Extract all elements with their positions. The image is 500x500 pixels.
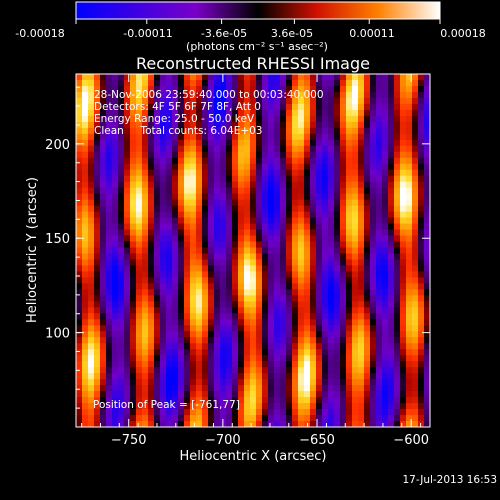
annotation-block: 28-Nov-2006 23:59:40.000 to 00:03:40.000… — [94, 89, 324, 137]
annotation-time-range: 28-Nov-2006 23:59:40.000 to 00:03:40.000 — [94, 89, 324, 101]
colorbar-tick-label: 0.00011 — [349, 27, 395, 40]
timestamp: 17-Jul-2013 16:53 — [402, 474, 497, 486]
peak-position-label: Position of Peak = [-761,77] — [93, 399, 240, 411]
colorbar-tick-label: -0.00018 — [15, 27, 64, 40]
colorbar-tick-label: 3.6e-05 — [271, 27, 313, 40]
x-tick-label: −600 — [393, 433, 429, 448]
colorbar-unit-label: (photons cm⁻² s⁻¹ asec⁻²) — [186, 40, 328, 53]
y-tick-label: 200 — [45, 138, 70, 153]
x-tick-label: −700 — [205, 433, 241, 448]
chart-title: Reconstructed RHESSI Image — [136, 54, 370, 73]
colorbar-tick-label: -3.6e-05 — [201, 27, 247, 40]
heatmap-image — [76, 74, 430, 427]
colorbar-tick-label: -0.00011 — [123, 27, 172, 40]
axes: −750 −700 −650 −600 100 150 200 — [45, 74, 430, 448]
x-axis-label: Heliocentric X (arcsec) — [180, 449, 327, 464]
annotation-energy-range: Energy Range: 25.0 - 50.0 keV — [94, 113, 255, 125]
x-tick-label: −650 — [299, 433, 335, 448]
y-tick-label: 150 — [45, 232, 70, 247]
y-axis-label: Heliocentric Y (arcsec) — [25, 177, 40, 323]
colorbar-tick-label: 0.00018 — [440, 27, 486, 40]
y-tick-label: 100 — [45, 327, 70, 342]
x-tick-label: −750 — [111, 433, 147, 448]
plot-frame — [75, 73, 431, 428]
colorbar: -0.00018 -0.00011 -3.6e-05 3.6e-05 0.000… — [15, 1, 486, 53]
annotation-detectors: Detectors: 4F 5F 6F 7F 8F, Att 0 — [94, 101, 261, 113]
annotation-total-counts: Clean Total counts: 6.04E+03 — [94, 125, 263, 137]
colorbar-gradient — [75, 1, 441, 20]
